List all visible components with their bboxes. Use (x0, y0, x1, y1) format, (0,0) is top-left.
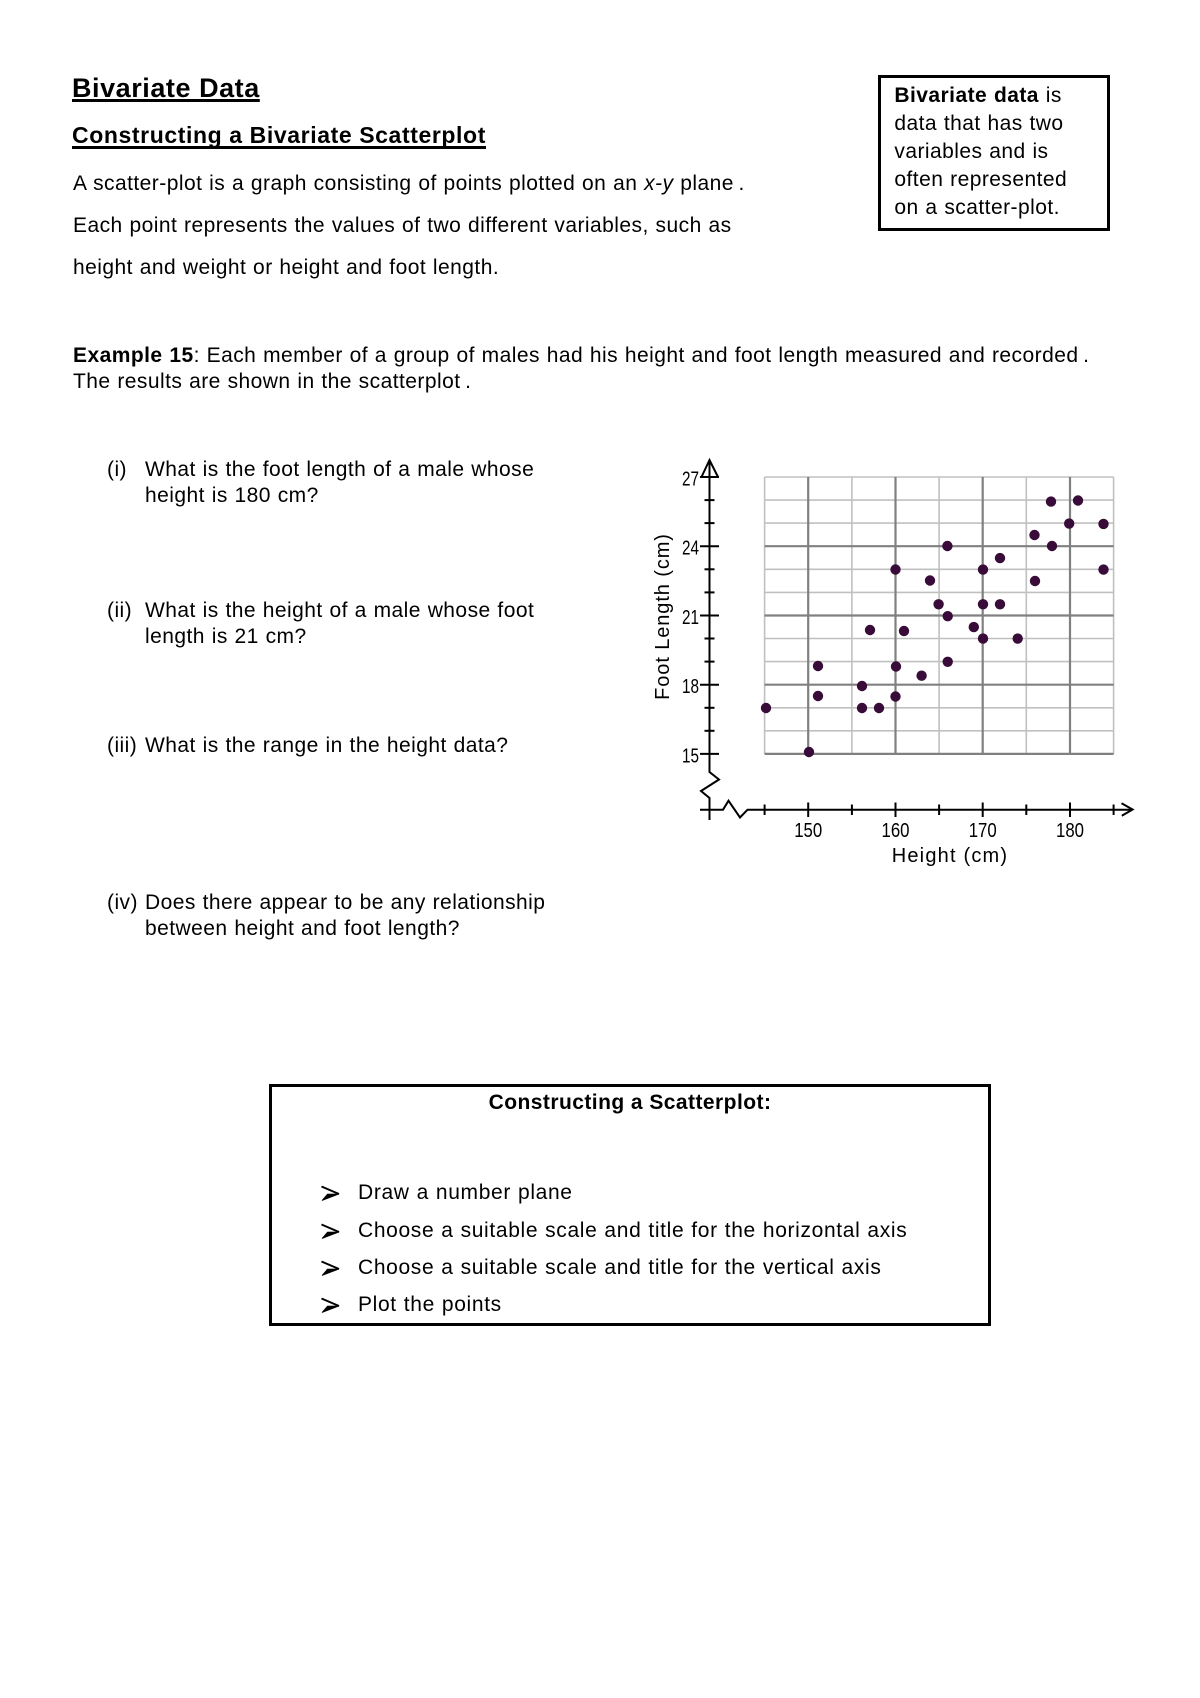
svg-text:24: 24 (682, 538, 699, 560)
svg-text:160: 160 (882, 820, 910, 842)
svg-text:170: 170 (969, 820, 997, 842)
svg-text:Height (cm): Height (cm) (892, 845, 1009, 867)
svg-text:27: 27 (682, 469, 699, 491)
svg-text:18: 18 (682, 676, 699, 698)
svg-text:180: 180 (1056, 820, 1084, 842)
svg-text:21: 21 (682, 607, 699, 629)
svg-text:15: 15 (682, 745, 699, 767)
svg-text:Foot Length (cm): Foot Length (cm) (652, 533, 674, 700)
svg-text:150: 150 (794, 820, 822, 842)
